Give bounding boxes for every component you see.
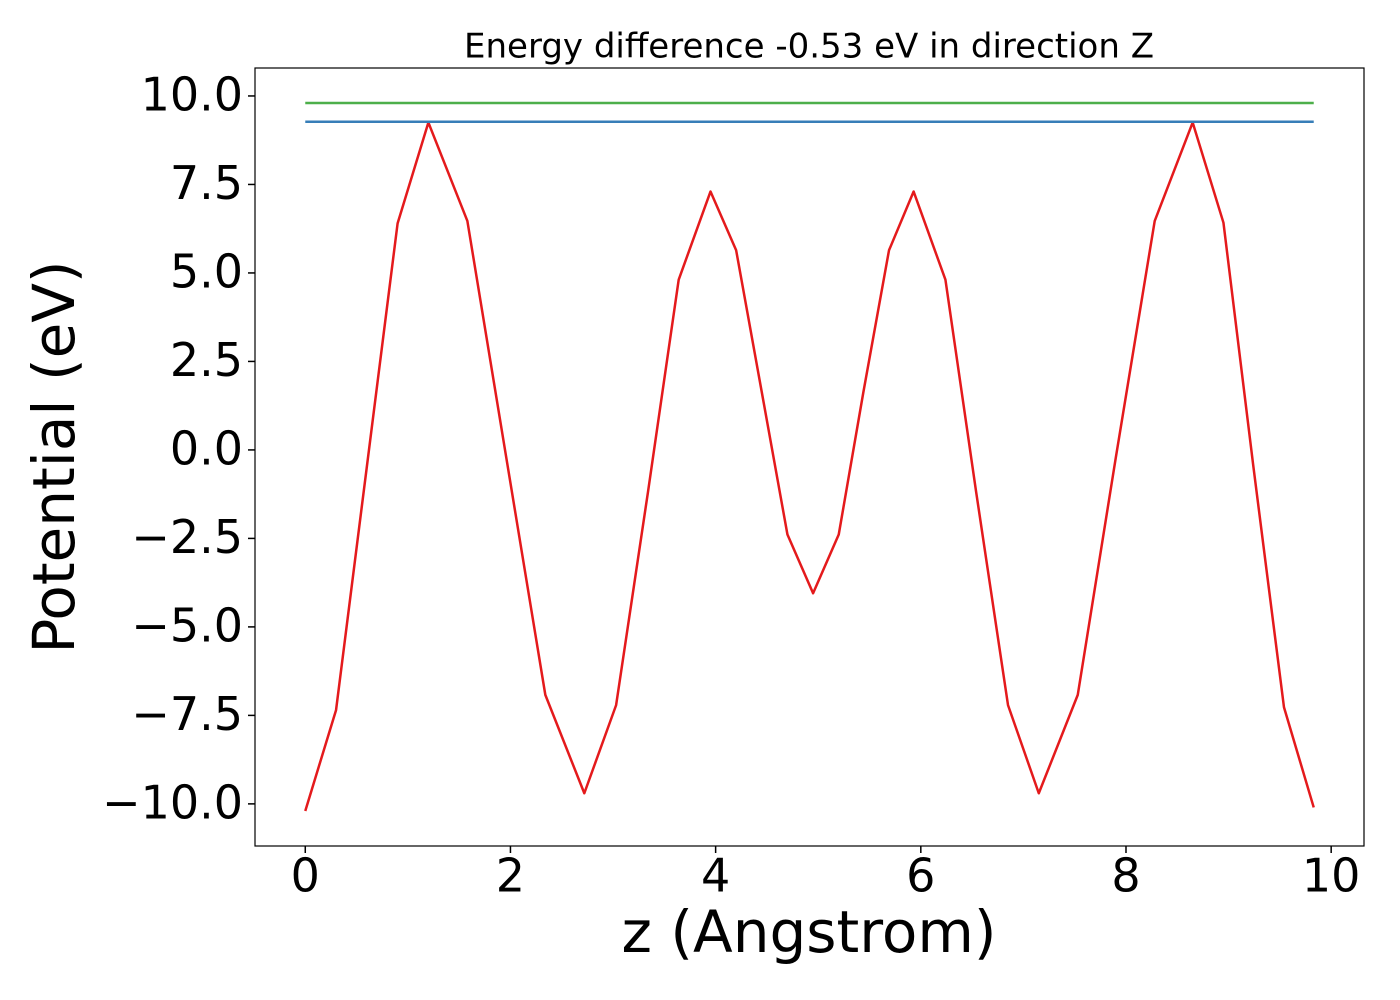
y-tick-label: 7.5 — [170, 156, 243, 210]
y-tick-label: −7.5 — [131, 687, 243, 741]
x-tick-label: 8 — [1111, 849, 1140, 903]
y-tick-label: 0.0 — [170, 421, 243, 475]
y-tick-label: −2.5 — [131, 510, 243, 564]
x-tick-label: 10 — [1302, 849, 1361, 903]
y-tick-label: 10.0 — [141, 67, 243, 121]
y-tick-label: −10.0 — [102, 775, 243, 829]
plot-frame — [254, 67, 1365, 847]
y-axis-label: Potential (eV) — [20, 260, 88, 653]
x-axis-label: z (Angstrom) — [622, 898, 997, 966]
y-tick-label: 2.5 — [170, 333, 243, 387]
x-tick-label: 0 — [291, 849, 320, 903]
data-line — [304, 121, 1315, 812]
x-tick-label: 6 — [906, 849, 935, 903]
y-tick-label: 5.0 — [170, 244, 243, 298]
y-tick-label: −5.0 — [131, 598, 243, 652]
x-tick-label: 2 — [496, 849, 525, 903]
x-tick-label: 4 — [701, 849, 730, 903]
chart-title: Energy difference -0.53 eV in direction … — [464, 27, 1154, 67]
